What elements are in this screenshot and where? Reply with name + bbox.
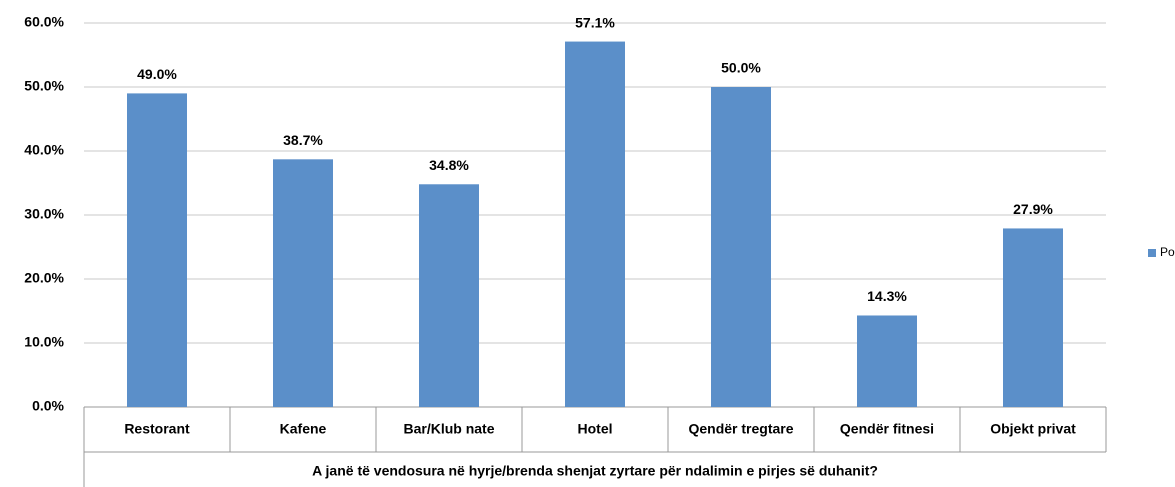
y-tick-label: 40.0%: [24, 142, 64, 158]
data-label: 38.7%: [283, 132, 323, 148]
y-tick-label: 30.0%: [24, 206, 64, 222]
legend-label: Po: [1160, 245, 1175, 259]
x-tick-label: Hotel: [578, 421, 613, 437]
x-tick-label: Bar/Klub nate: [403, 421, 494, 437]
bar: [1003, 228, 1063, 407]
x-tick-label: Kafene: [280, 421, 327, 437]
x-tick-label: Qendër tregtare: [688, 421, 793, 437]
y-tick-label: 0.0%: [32, 398, 64, 414]
x-axis-label: A janë të vendosura në hyrje/brenda shen…: [312, 463, 878, 479]
x-tick-label: Qendër fitnesi: [840, 421, 934, 437]
y-tick-label: 10.0%: [24, 334, 64, 350]
data-label: 49.0%: [137, 66, 177, 82]
bar: [857, 315, 917, 407]
data-label: 50.0%: [721, 60, 761, 76]
bar: [273, 159, 333, 407]
legend-swatch: [1148, 249, 1156, 257]
data-label: 14.3%: [867, 288, 907, 304]
bar: [127, 93, 187, 408]
y-tick-label: 20.0%: [24, 270, 64, 286]
bar: [419, 184, 479, 407]
y-tick-label: 50.0%: [24, 78, 64, 94]
data-label: 34.8%: [429, 157, 469, 173]
bar: [565, 41, 625, 408]
x-tick-label: Restorant: [124, 421, 190, 437]
data-label: 57.1%: [575, 14, 615, 30]
x-tick-label: Objekt privat: [990, 421, 1076, 437]
data-label: 27.9%: [1013, 201, 1053, 217]
bar: [711, 87, 771, 407]
y-tick-label: 60.0%: [24, 14, 64, 30]
